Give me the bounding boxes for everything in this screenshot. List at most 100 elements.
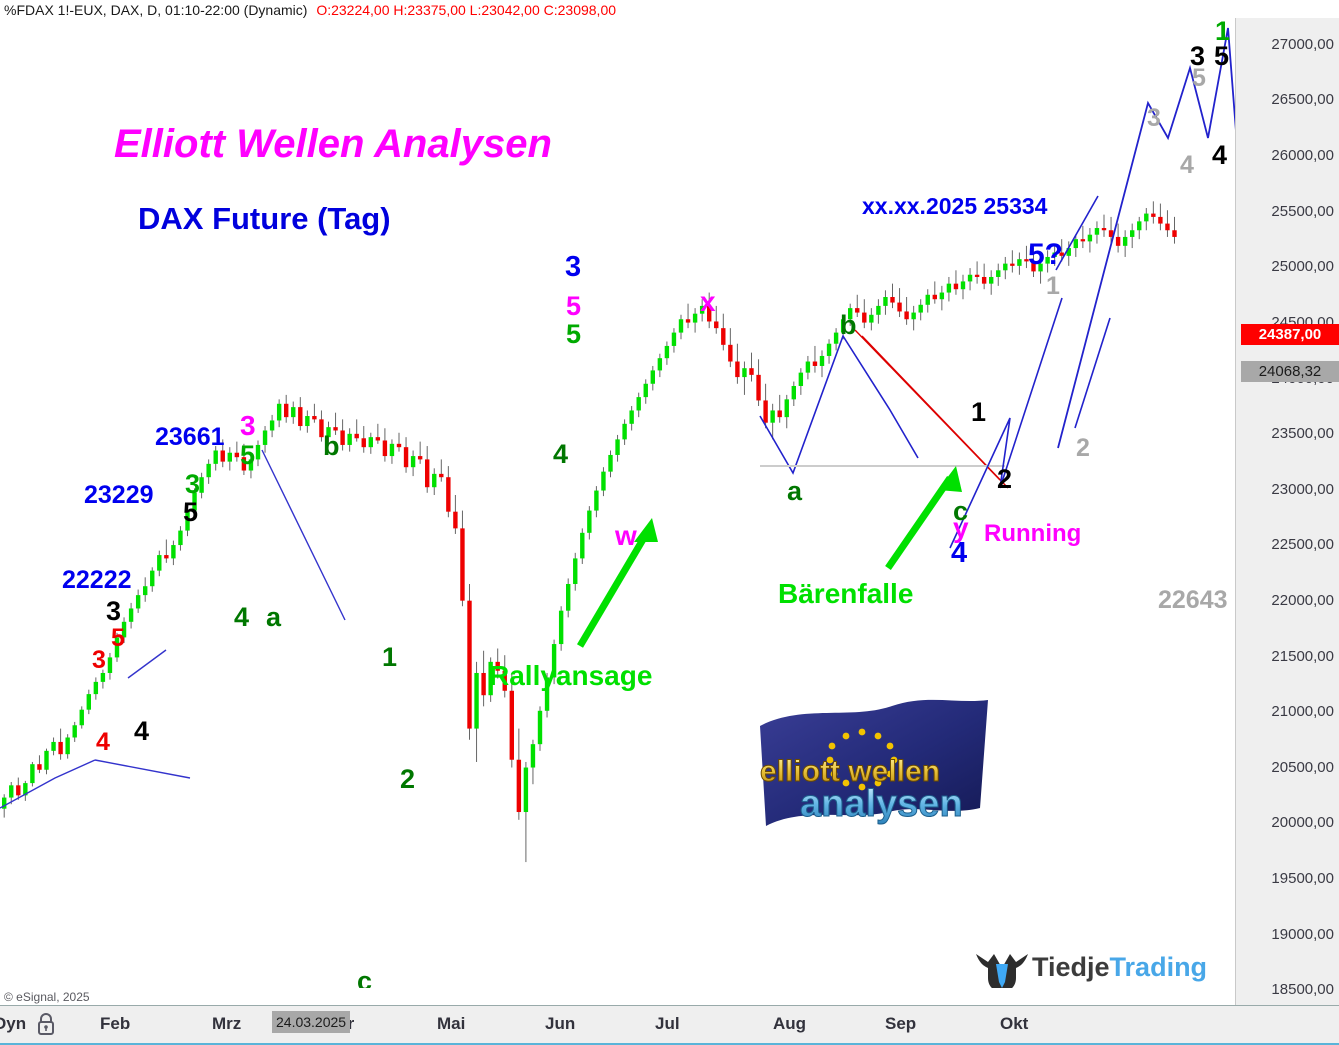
- page-title: Elliott Wellen Analysen: [114, 122, 552, 166]
- candle-body: [403, 447, 409, 468]
- price-tick: 18500,00: [1271, 981, 1334, 999]
- lock-icon[interactable]: [36, 1012, 56, 1041]
- baerenfalle-label: Bärenfalle: [778, 578, 914, 609]
- candle-body: [805, 361, 811, 373]
- candle-body: [1003, 263, 1008, 271]
- bull-face-accent: [996, 964, 1008, 988]
- candle-body: [1158, 216, 1163, 224]
- candle-body: [312, 416, 317, 420]
- candle-body: [164, 555, 169, 559]
- baerenfalle-arrow-head: [938, 466, 962, 492]
- time-axis[interactable]: Dyn FebMrzAprMaiJunJulAugSepOkt 24.03.20…: [0, 1005, 1339, 1045]
- resistance-red-lower: [861, 335, 1009, 489]
- candle-body: [989, 276, 994, 284]
- wave-label-5: 5: [566, 291, 582, 321]
- candle-body: [333, 427, 338, 431]
- candle-body: [502, 670, 507, 691]
- candle-body: [890, 297, 895, 303]
- wave-label-1: 1: [971, 397, 987, 427]
- candle-body: [819, 355, 825, 366]
- price-tick: 19000,00: [1271, 925, 1334, 943]
- candle-body: [1087, 234, 1093, 242]
- candle-body: [65, 737, 70, 755]
- last-price-tag: 24387,00: [1241, 324, 1339, 346]
- price-tick: 22500,00: [1271, 536, 1334, 554]
- candle-body: [974, 274, 980, 277]
- candle-body: [30, 764, 35, 784]
- wave-label-1: 1: [1046, 272, 1060, 300]
- month-tick: Jun: [545, 1014, 576, 1033]
- price-tick: 26500,00: [1271, 91, 1334, 109]
- candle-body: [368, 437, 373, 448]
- candle-body: [439, 473, 444, 478]
- candle-body: [291, 407, 296, 418]
- candle-body: [848, 308, 853, 320]
- candle-body: [2, 797, 7, 809]
- candle-body: [51, 741, 56, 751]
- wave-label-a: a: [266, 602, 282, 632]
- candle-body: [742, 368, 747, 378]
- wave-label-5: 5: [240, 440, 256, 470]
- price-tick: 21500,00: [1271, 647, 1334, 665]
- candle-body: [157, 555, 162, 571]
- wave-label-b: b: [323, 431, 340, 461]
- candle-body: [925, 294, 930, 305]
- candle-body: [481, 672, 486, 696]
- candle-body: [756, 374, 761, 401]
- candle-body: [305, 416, 310, 427]
- wave-label-5: 5: [1192, 64, 1206, 92]
- price-tick: 25500,00: [1271, 202, 1334, 220]
- target-projection-label: xx.xx.2025 25334: [862, 193, 1048, 219]
- wave-label-x: x: [700, 286, 716, 317]
- candle-body: [347, 433, 352, 445]
- wave-label-y: y: [953, 512, 969, 543]
- candle-body: [1137, 221, 1142, 231]
- candle-body: [840, 319, 846, 333]
- candle-body: [128, 608, 134, 622]
- wave-label-5: 5: [183, 497, 199, 527]
- candle-body: [735, 361, 740, 378]
- candle-body: [1059, 252, 1064, 256]
- candle-body: [220, 450, 225, 462]
- candle-body: [636, 397, 641, 411]
- price-tick: 21000,00: [1271, 703, 1334, 721]
- wave-label-2: 2: [997, 464, 1013, 494]
- candle-body: [707, 305, 712, 322]
- trendline-left-c: [127, 649, 167, 679]
- candle-body: [798, 372, 804, 386]
- candle-body: [453, 511, 458, 529]
- price-tick: 20000,00: [1271, 814, 1334, 832]
- candle-body: [1151, 213, 1156, 217]
- chart-plot-area[interactable]: Elliott Wellen Analysen DAX Future (Tag)…: [0, 18, 1236, 988]
- candle-body: [1038, 263, 1043, 272]
- candle-body: [44, 750, 49, 770]
- level-label-22643: 22643: [1158, 586, 1228, 614]
- wave-label-1: 1: [382, 642, 398, 672]
- candle-body: [417, 456, 423, 460]
- candle-body: [939, 292, 945, 300]
- zigzag-abc: [759, 334, 919, 475]
- price-axis[interactable]: 27000,00 26500,00 26000,00 25500,00 25000,00…: [1235, 18, 1339, 1008]
- candle-body: [389, 443, 395, 457]
- candle-body: [192, 492, 197, 511]
- month-tick: Aug: [773, 1014, 807, 1033]
- candle-body: [650, 370, 655, 384]
- wave-label-b: b: [840, 310, 857, 340]
- candle-body: [135, 595, 141, 609]
- candle-body: [791, 385, 796, 400]
- candlestick-series: [2, 201, 1177, 863]
- candle-body: [721, 328, 726, 345]
- candle-body: [178, 530, 183, 546]
- tt-text-b: Trading: [1109, 952, 1208, 982]
- candle-body: [72, 725, 77, 738]
- wave-label-a: a: [787, 476, 803, 506]
- candle-body: [897, 302, 902, 312]
- candle-body: [86, 694, 91, 710]
- candle-body: [262, 430, 268, 445]
- page-subtitle: DAX Future (Tag): [138, 201, 391, 236]
- symbol-info: %FDAX 1!-EUX, DAX, D, 01:10-22:00 (Dynam…: [4, 2, 308, 18]
- candle-body: [107, 657, 113, 673]
- wave-label-1: 1: [1215, 18, 1231, 46]
- rallyansage-arrow-shaft: [576, 529, 652, 648]
